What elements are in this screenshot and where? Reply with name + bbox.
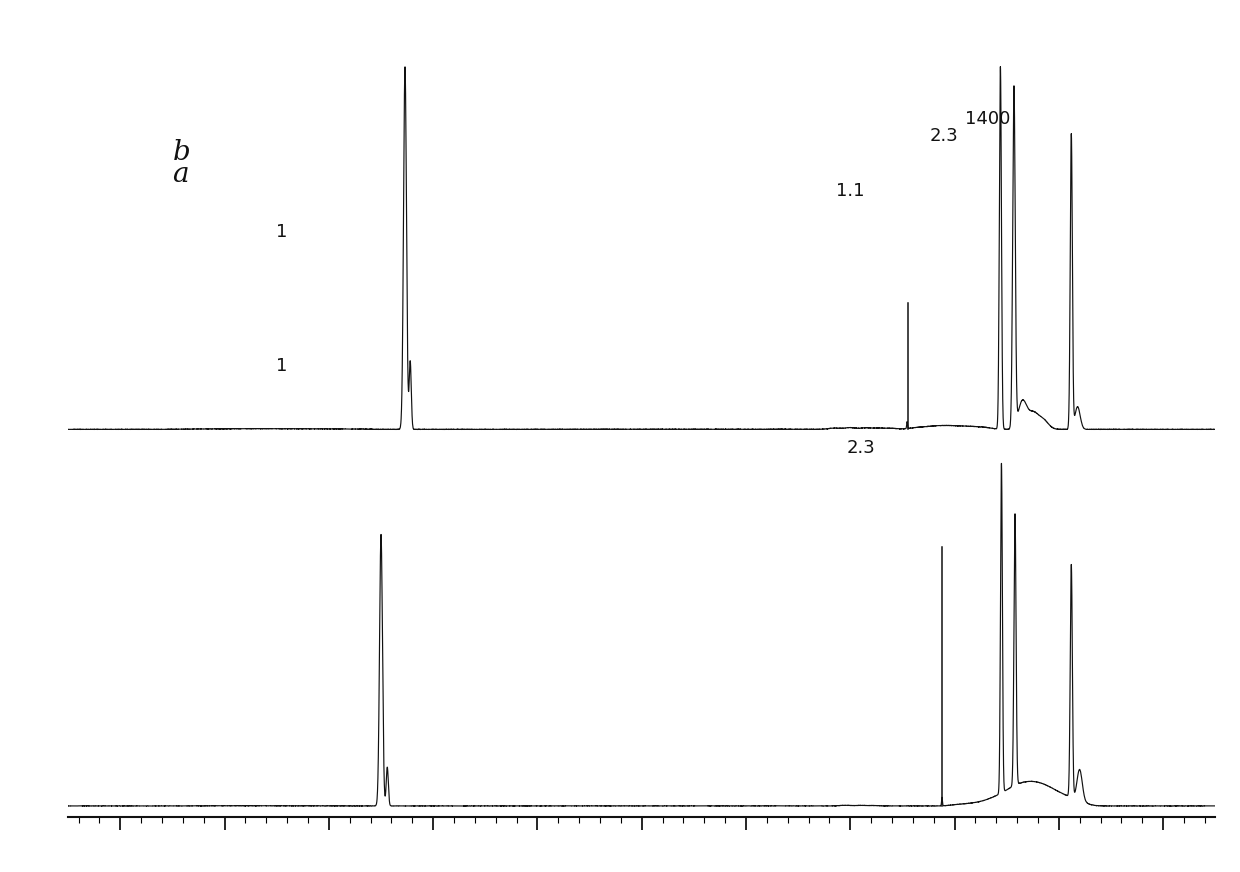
Text: b: b bbox=[172, 139, 190, 166]
Text: a: a bbox=[172, 161, 188, 188]
Text: 1: 1 bbox=[277, 358, 288, 375]
Text: 1.1: 1.1 bbox=[836, 182, 864, 200]
Text: 1: 1 bbox=[277, 223, 288, 242]
Text: 1400: 1400 bbox=[965, 111, 1011, 128]
Text: 2.3: 2.3 bbox=[846, 439, 875, 458]
Text: 2.3: 2.3 bbox=[930, 127, 959, 145]
